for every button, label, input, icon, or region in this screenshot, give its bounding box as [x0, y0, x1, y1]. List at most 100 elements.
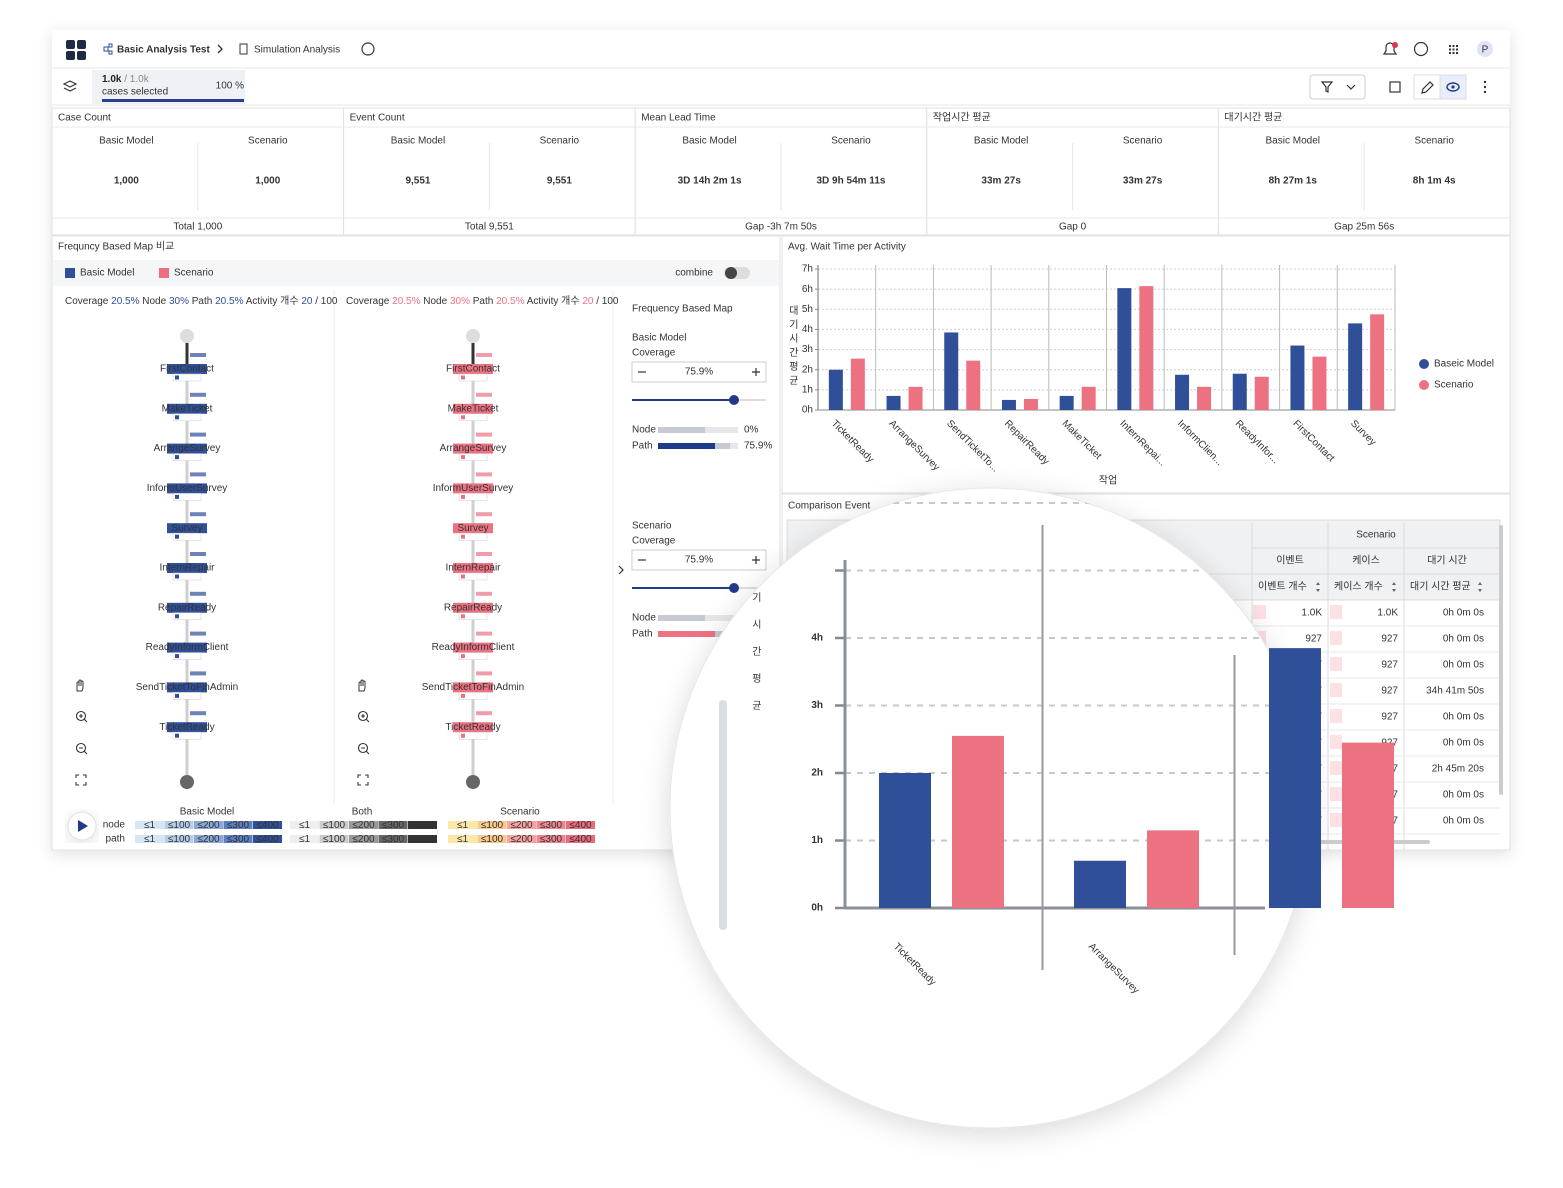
zoom-in-tool[interactable] [75, 710, 87, 722]
scale-bin-label: ≤1 [299, 820, 310, 831]
activity-label: Survey [457, 523, 488, 534]
total: / 1.0k [121, 74, 149, 85]
fit-tool[interactable] [75, 774, 87, 786]
cell-bar [1253, 605, 1266, 619]
scale-bin-label: ≤300 [227, 834, 250, 845]
sub-column-header: 이벤트 개수 [1258, 581, 1307, 593]
activity-count-icon [175, 455, 179, 460]
bar [1348, 323, 1363, 410]
edge-label [476, 552, 492, 556]
activity-count-icon [461, 693, 465, 698]
legend-label: Basic Model [80, 268, 134, 279]
filter-icon [1320, 81, 1334, 93]
activity-node[interactable] [453, 403, 493, 414]
edge-label [476, 472, 492, 477]
apps-dot [1456, 45, 1458, 47]
sort-icon[interactable] [1478, 582, 1482, 592]
sort-icon[interactable] [1392, 582, 1396, 592]
activity-node[interactable] [167, 642, 207, 653]
bar [1290, 345, 1305, 410]
table-cell: 0h 0m 0s [1443, 738, 1484, 749]
activity-node[interactable] [167, 403, 207, 414]
edge-label [190, 631, 206, 636]
activity-node[interactable] [453, 642, 493, 653]
coverage-slider-knob[interactable] [729, 395, 739, 405]
coverage-stepper [631, 361, 767, 383]
fit-tool[interactable] [357, 774, 369, 786]
zoom-out-tool[interactable] [357, 742, 369, 754]
combine-knob [725, 267, 737, 279]
table-cell: 34h 41m 50s [1426, 686, 1484, 697]
add-chart-icon[interactable] [1389, 81, 1401, 93]
kpi-scenario-value: 9,551 [547, 176, 572, 187]
activity-label: RepairReady [158, 602, 216, 613]
activity-node[interactable] [453, 682, 493, 693]
kpi-scenario-value: 8h 1m 4s [1413, 176, 1456, 187]
filter-button[interactable] [1309, 74, 1366, 100]
activity-count-icon [461, 733, 465, 738]
pan-tool[interactable] [76, 679, 84, 692]
end-node [180, 775, 194, 789]
stepper-plus[interactable] [752, 556, 760, 564]
activity-node[interactable] [453, 602, 493, 613]
map-stats: Coverage 20.5% Node 30% Path 20.5% Activ… [65, 295, 338, 307]
activity-node[interactable] [453, 523, 493, 534]
activity-count-box [172, 731, 202, 740]
activity-node[interactable] [167, 602, 207, 613]
kpi-scenario-value: 1,000 [255, 176, 280, 187]
activity-node[interactable] [453, 563, 493, 573]
cell-bar [1330, 683, 1342, 697]
scale-bin-label: ≤1 [299, 834, 310, 845]
pan-tool[interactable] [358, 679, 366, 692]
edge-label [476, 631, 492, 636]
scale-bin-label: ≤200 [352, 834, 375, 845]
scale-bin-label: ≤400 [569, 834, 592, 845]
table-cell: 927 [1381, 686, 1398, 697]
activity-node[interactable] [453, 443, 493, 454]
zoom-in-tool[interactable] [357, 710, 369, 722]
activity-count-icon [461, 375, 465, 380]
edge-label [190, 552, 206, 556]
activity-node[interactable] [453, 722, 493, 733]
activity-label: ReadyInformClient [146, 642, 229, 653]
breadcrumb-item: Simulation Analysis [254, 45, 340, 56]
scale-bin-label: ≤100 [481, 834, 504, 845]
view-icon[interactable] [1446, 82, 1460, 92]
play-icon [78, 820, 88, 832]
scale-bin-label: ≤100 [168, 820, 191, 831]
sort-icon[interactable] [1316, 582, 1320, 592]
scale-bin-label: ≤400 [256, 834, 279, 845]
more-dot [1483, 90, 1487, 94]
stepper-plus[interactable] [752, 368, 760, 376]
edge-label [476, 591, 492, 596]
filter-row-label: Node [632, 425, 656, 436]
activity-node[interactable] [167, 443, 207, 454]
activity-node[interactable] [167, 563, 207, 573]
activity-node[interactable] [167, 523, 207, 534]
kpi-basic-value: 3D 14h 2m 1s [678, 176, 742, 187]
bar [1059, 395, 1074, 410]
scale-bin-label: ≤200 [510, 820, 533, 831]
zoom-in-sign [79, 714, 88, 723]
edge-label [476, 512, 492, 517]
activity-node[interactable] [167, 722, 207, 733]
activity-node[interactable] [453, 483, 493, 494]
kpi-footer: Total 1,000 [173, 222, 222, 233]
zoom-out-tool[interactable] [75, 742, 87, 754]
edit-icon[interactable] [1421, 81, 1434, 94]
legend-swatch [65, 268, 75, 278]
y-tick-label: 2h [802, 364, 813, 375]
coverage-slider-knob[interactable] [729, 583, 739, 593]
scale-bin-label: ≤100 [323, 820, 346, 831]
activity-node[interactable] [167, 483, 207, 494]
activity-node[interactable] [167, 364, 207, 374]
collapse-chevron[interactable] [618, 565, 624, 575]
activity-node[interactable] [167, 682, 207, 693]
activity-node[interactable] [453, 364, 493, 374]
activity-label: TicketReady [159, 722, 214, 733]
scale-name: Basic Model [180, 807, 234, 818]
avatar[interactable] [1477, 41, 1493, 57]
scale-bin-label: ≤300 [382, 834, 405, 845]
cell-bar [1330, 631, 1342, 645]
group-header: Scenario [1356, 530, 1396, 541]
